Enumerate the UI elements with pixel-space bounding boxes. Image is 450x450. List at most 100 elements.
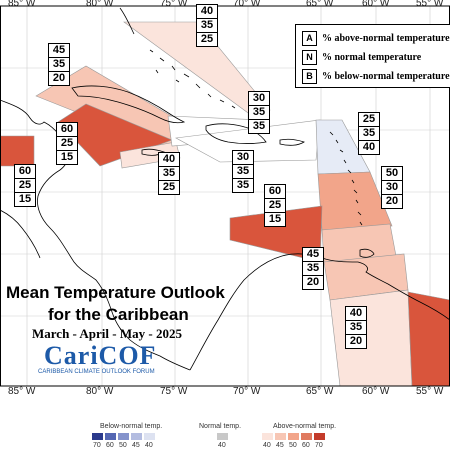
lon-label: 70° W: [233, 0, 261, 9]
lon-label: 65° W: [306, 386, 334, 397]
prob-normal: 35: [159, 167, 179, 181]
prob-above: 50: [382, 167, 402, 181]
map-title: Mean Temperature Outlook: [6, 283, 225, 302]
lon-label: 85° W: [8, 0, 36, 9]
prob-normal: 35: [303, 262, 323, 276]
legend-text: % normal temperature: [322, 52, 422, 63]
lon-label: 75° W: [160, 0, 188, 9]
prob-above: 40: [159, 153, 179, 167]
legend-text: % above-normal temperature: [322, 33, 450, 44]
lon-label: 55° W: [416, 0, 444, 9]
caricof-logo: CariCOF: [44, 341, 157, 370]
below-scale-swatch: [131, 433, 142, 440]
region-guianas-east: [407, 291, 450, 387]
legend-box: A % above-normal temperature N % normal te…: [295, 24, 450, 88]
prob-box-leeward: 25 35 40: [358, 112, 380, 155]
prob-normal: 35: [233, 165, 253, 179]
above-scale-tick: 60: [302, 442, 310, 449]
below-scale-tick: 70: [93, 442, 101, 449]
above-scale-swatch: [275, 433, 286, 440]
lon-label: 60° W: [362, 386, 390, 397]
prob-below: 25: [162, 181, 176, 193]
normal-scale-tick: 40: [218, 442, 226, 449]
prob-below: 20: [52, 72, 66, 84]
prob-above: 30: [233, 151, 253, 165]
below-scale-tick: 45: [132, 442, 140, 449]
coastlines: [0, 7, 450, 371]
above-scale-tick: 70: [315, 442, 323, 449]
scale-below-label: Below-normal temp.: [100, 423, 163, 430]
prob-above: 60: [265, 185, 285, 199]
above-scale-swatch: [314, 433, 325, 440]
lon-label: 65° W: [306, 0, 334, 9]
below-scale-swatch: [105, 433, 116, 440]
caricof-logo-subtext: CARIBBEAN CLIMATE OUTLOOK FORUM: [38, 369, 155, 375]
below-scale-tick: 50: [119, 442, 127, 449]
prob-below: 35: [236, 179, 250, 191]
scale-above-label: Above-normal temp.: [273, 423, 337, 430]
legend-key: A: [302, 31, 317, 46]
region-guianas: [329, 289, 413, 387]
legend-row-below: B % below-normal temperature: [302, 69, 450, 84]
prob-box-cayman: 60 25 15: [56, 122, 78, 165]
prob-box-hispaniola: 30 35 35: [232, 150, 254, 193]
lon-label: 80° W: [86, 386, 114, 397]
prob-below: 15: [268, 213, 282, 225]
prob-normal: 35: [346, 321, 366, 335]
legend-key: B: [302, 69, 317, 84]
prob-below: 40: [362, 141, 376, 153]
above-scale-tick: 45: [276, 442, 284, 449]
prob-below: 20: [306, 276, 320, 288]
lon-label: 55° W: [416, 386, 444, 397]
normal-scale-swatch: [217, 433, 228, 440]
legend-key: N: [302, 50, 317, 65]
prob-box-abc: 60 25 15: [264, 184, 286, 227]
legend-row-normal: N % normal temperature: [302, 50, 421, 65]
below-scale-swatch: [144, 433, 155, 440]
prob-box-jamaica: 40 35 25: [158, 152, 180, 195]
above-scale-swatch: [262, 433, 273, 440]
prob-box-guianas: 40 35 20: [345, 306, 367, 349]
prob-below: 20: [385, 195, 399, 207]
prob-normal: 25: [15, 179, 35, 193]
lon-label: 85° W: [8, 386, 36, 397]
prob-above: 40: [346, 307, 366, 321]
prob-normal: 35: [249, 106, 269, 120]
lon-label: 70° W: [233, 386, 261, 397]
prob-box-bahamas: 40 35 25: [196, 4, 218, 47]
prob-below: 15: [18, 193, 32, 205]
prob-above: 30: [249, 92, 269, 106]
above-scale-swatch: [301, 433, 312, 440]
prob-below: 20: [349, 335, 363, 347]
prob-normal: 30: [382, 181, 402, 195]
prob-below: 25: [200, 33, 214, 45]
prob-normal: 35: [359, 127, 379, 141]
prob-normal: 25: [265, 199, 285, 213]
prob-box-belize: 60 25 15: [14, 164, 36, 207]
prob-below: 35: [252, 120, 266, 132]
prob-above: 60: [57, 123, 77, 137]
prob-box-cuba: 45 35 20: [48, 43, 70, 86]
prob-above: 40: [197, 5, 217, 19]
lon-label: 60° W: [362, 0, 390, 9]
above-scale-swatch: [288, 433, 299, 440]
prob-normal: 35: [197, 19, 217, 33]
prob-below: 15: [60, 151, 74, 163]
prob-above: 45: [49, 44, 69, 58]
prob-above: 25: [359, 113, 379, 127]
above-scale-tick: 50: [289, 442, 297, 449]
below-scale-swatch: [92, 433, 103, 440]
below-scale-tick: 60: [106, 442, 114, 449]
lon-label: 75° W: [160, 386, 188, 397]
below-scale-tick: 40: [145, 442, 153, 449]
lon-label: 80° W: [86, 0, 114, 9]
region-bahamas: [123, 21, 271, 119]
above-scale-tick: 40: [263, 442, 271, 449]
prob-above: 60: [15, 165, 35, 179]
legend-text: % below-normal temperature: [322, 71, 450, 82]
region-hispaniola: [175, 119, 321, 163]
below-scale-swatch: [118, 433, 129, 440]
prob-above: 45: [303, 248, 323, 262]
region-belize: [0, 135, 35, 167]
forecast-period: March - April - May - 2025: [32, 326, 182, 341]
